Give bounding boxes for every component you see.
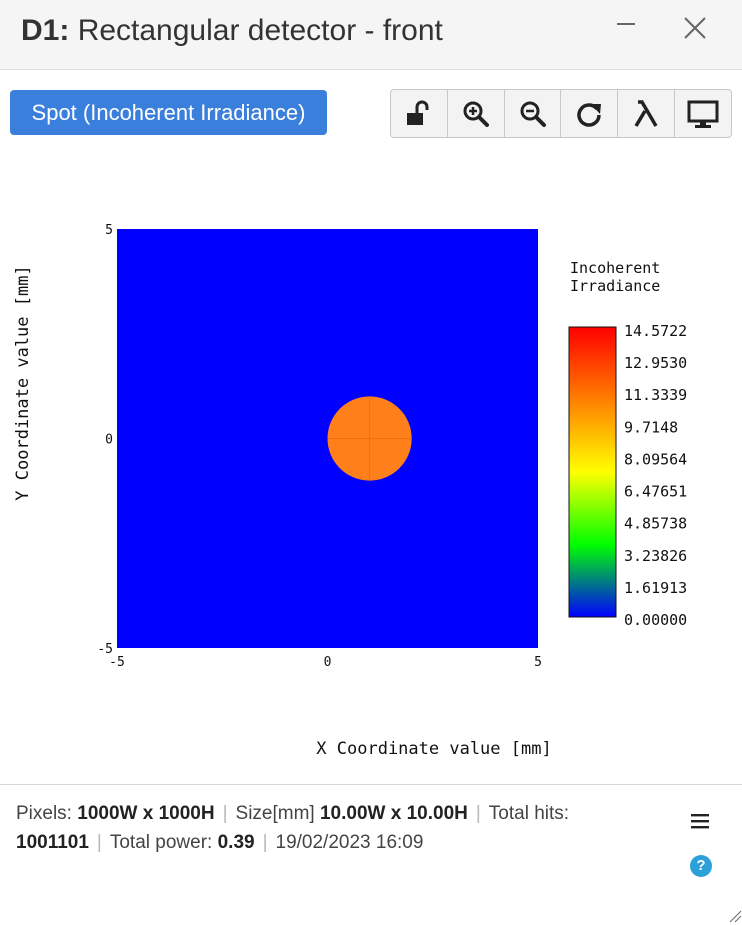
total-power-label: Total power:: [109, 832, 213, 853]
total-hits-value: 1001101: [16, 832, 89, 853]
y-axis-label: Y Coordinate value [mm]: [13, 265, 33, 500]
plot-toolbar: [390, 89, 732, 138]
y-tick-label: 5: [105, 223, 113, 238]
colorbar-tick-label: 9.7148: [624, 418, 678, 436]
title-bar: D1: Rectangular detector - front: [0, 0, 742, 70]
colorbar-tick-label: 1.61913: [624, 579, 687, 597]
help-icon[interactable]: ?: [690, 855, 712, 877]
close-icon: [684, 17, 706, 39]
detector-id: D1:: [21, 14, 70, 47]
mode-select-button[interactable]: Spot (Incoherent Irradiance): [10, 90, 327, 135]
minimize-button[interactable]: [604, 12, 648, 48]
x-tick-label: 0: [324, 655, 332, 670]
zoom-out-icon: [520, 101, 546, 127]
y-tick-label: -5: [97, 642, 113, 657]
monitor-icon: [687, 100, 719, 128]
minimize-icon: [617, 23, 635, 25]
colorbar-title-line1: Incoherent: [570, 259, 660, 277]
size-label: Size[mm]: [235, 803, 315, 824]
menu-icon[interactable]: [689, 810, 713, 832]
size-value: 10.00W x 10.00H: [319, 803, 468, 824]
close-button[interactable]: [673, 12, 717, 48]
resize-handle-icon[interactable]: [727, 908, 742, 923]
colorbar-tick-label: 8.09564: [624, 450, 687, 468]
refresh-button[interactable]: [561, 90, 619, 137]
status-info: Pixels: 1000W x 1000H | Size[mm] 10.00W x …: [16, 803, 570, 853]
pixels-value: 1000W x 1000H: [77, 803, 215, 824]
colorbar-tick-label: 11.3339: [624, 386, 687, 404]
lambda-icon: [634, 99, 658, 127]
colorbar-tick-label: 0.00000: [624, 611, 687, 629]
colorbar-tick-label: 6.47651: [624, 483, 687, 501]
colorbar: [568, 326, 617, 618]
zoom-out-button[interactable]: [505, 90, 562, 137]
colorbar-tick-label: 3.23826: [624, 547, 687, 565]
colorbar-title-line2: Irradiance: [570, 277, 660, 295]
colorbar-tick-label: 4.85738: [624, 515, 687, 533]
status-bar: Pixels: 1000W x 1000H | Size[mm] 10.00W x …: [0, 784, 742, 925]
zoom-in-button[interactable]: [448, 90, 505, 137]
wavelength-button[interactable]: [618, 90, 676, 137]
window-title: D1: Rectangular detector - front: [21, 14, 443, 48]
irradiance-chart[interactable]: 5 0 -5 -5 0 5 X Coordinate value [mm] Y Coor…: [0, 150, 742, 780]
colorbar-tick-label: 12.9530: [624, 354, 687, 372]
unlock-icon: [406, 100, 429, 125]
display-button[interactable]: [675, 90, 731, 137]
total-power-value: 0.39: [217, 832, 255, 853]
refresh-icon: [577, 102, 602, 127]
y-tick-label: 0: [105, 433, 113, 448]
timestamp: 19/02/2023 16:09: [275, 832, 424, 853]
x-tick-label: 5: [534, 655, 542, 670]
x-axis-label: X Coordinate value [mm]: [316, 739, 551, 759]
detector-name: Rectangular detector - front: [77, 14, 443, 47]
total-hits-label: Total hits:: [488, 803, 570, 824]
pixels-label: Pixels:: [16, 803, 72, 824]
lock-toggle-button[interactable]: [391, 90, 448, 137]
zoom-in-icon: [463, 101, 489, 127]
plot-area: 5 0 -5 -5 0 5 X Coordinate value [mm] Y Coor…: [0, 150, 742, 780]
colorbar-tick-label: 14.5722: [624, 322, 687, 340]
x-tick-label: -5: [109, 655, 125, 670]
